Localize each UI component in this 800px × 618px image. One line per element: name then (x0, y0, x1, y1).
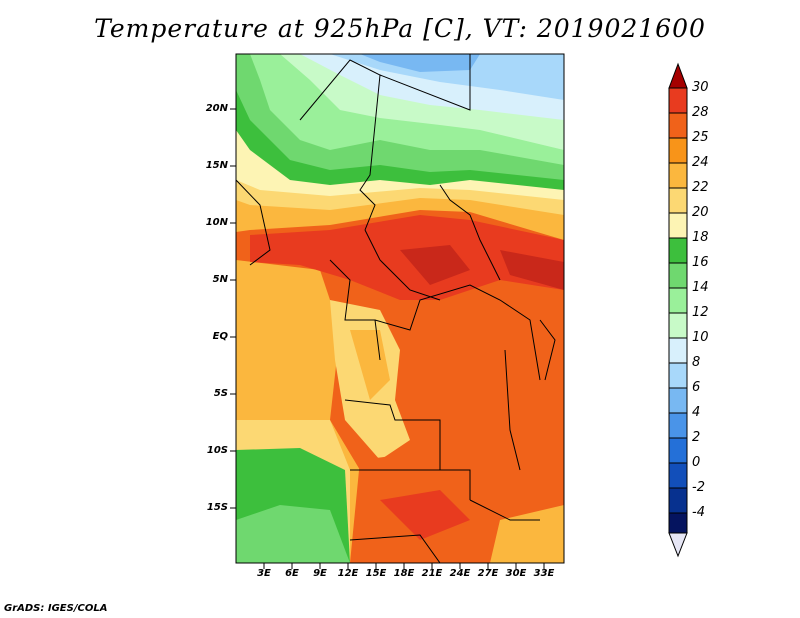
colorbar-label: 16 (692, 255, 709, 270)
colorbar-label: 25 (692, 130, 709, 145)
colorbar-label: -4 (692, 505, 705, 520)
lon-label: 15E (365, 568, 387, 579)
lon-label: 9E (313, 568, 327, 579)
lon-label: 12E (337, 568, 359, 579)
country-borders (236, 54, 556, 563)
lat-label: 10N (205, 217, 228, 228)
colorbar-label: 14 (692, 280, 709, 295)
colorbar (668, 62, 688, 558)
temperature-field (236, 54, 564, 563)
colorbar-label: 10 (692, 330, 709, 345)
colorbar-label: 24 (692, 155, 709, 170)
axis-ticks (230, 108, 545, 569)
lon-label: 18E (393, 568, 415, 579)
lon-label: 33E (533, 568, 555, 579)
lat-label: 5N (212, 274, 228, 285)
colorbar-label: 18 (692, 230, 709, 245)
colorbar-label: 12 (692, 305, 709, 320)
lon-label: 21E (421, 568, 443, 579)
colorbar-label: 20 (692, 205, 709, 220)
lat-label: 10S (206, 445, 228, 456)
lon-label: 27E (477, 568, 499, 579)
colorbar-label: 8 (692, 355, 701, 370)
lon-label: 30E (505, 568, 527, 579)
colorbar-label: 6 (692, 380, 701, 395)
map-frame (235, 53, 565, 564)
colorbar-label: 0 (692, 455, 701, 470)
colorbar-label: 28 (692, 105, 709, 120)
colorbar-label: -2 (692, 480, 705, 495)
lat-label: 20N (205, 103, 228, 114)
credit-text: GrADS: IGES/COLA (4, 603, 108, 614)
lon-label: 3E (257, 568, 271, 579)
lat-label: 15N (205, 160, 228, 171)
lon-label: 24E (449, 568, 471, 579)
chart-title: Temperature at 925hPa [C], VT: 201902160… (94, 14, 706, 43)
lat-label: 5S (213, 388, 228, 399)
colorbar-label: 4 (692, 405, 701, 420)
lon-label: 6E (285, 568, 299, 579)
colorbar-label: 30 (692, 80, 709, 95)
lat-label: 15S (206, 502, 228, 513)
colorbar-label: 22 (692, 180, 709, 195)
colorbar-label: 2 (692, 430, 701, 445)
lat-label: EQ (212, 331, 228, 342)
